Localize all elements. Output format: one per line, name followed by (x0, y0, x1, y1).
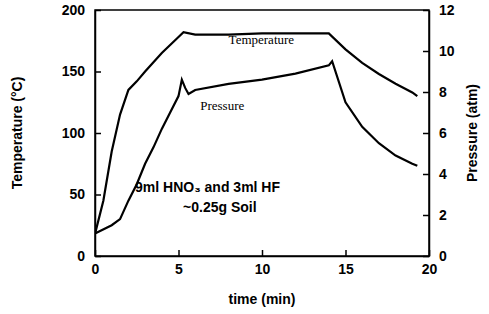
tick-mark (262, 250, 264, 256)
tick: 4 (423, 166, 447, 182)
tick: 100 (62, 125, 101, 141)
series-label: Temperature (229, 32, 295, 47)
tick-label: 8 (439, 84, 447, 100)
tick: 200 (62, 2, 101, 18)
tick-label: 5 (175, 261, 183, 277)
tick-mark (423, 51, 429, 53)
tick: 6 (423, 125, 447, 141)
tick-label: 12 (439, 2, 455, 18)
tick-mark (423, 10, 429, 12)
series-label: Pressure (200, 98, 244, 113)
series-line (95, 61, 417, 233)
tick-mark (95, 133, 101, 135)
tick-mark (178, 250, 180, 256)
annotation: ~0.25g Soil (183, 199, 257, 215)
tick-label: 100 (62, 125, 86, 141)
series-line (95, 32, 417, 234)
y2-axis: 0 2 4 6 8 10 12 (423, 2, 455, 264)
tick: 5 (175, 250, 183, 277)
tick-mark (95, 71, 101, 73)
tick-label: 150 (62, 63, 86, 79)
y-axis: 0 50 100 150 200 (62, 2, 101, 264)
x-axis: 0 5 10 15 20 (92, 250, 438, 277)
tick: 150 (62, 63, 101, 79)
tick: 10 (255, 250, 271, 277)
tick: 2 (423, 207, 447, 223)
tick-mark (345, 250, 347, 256)
tick: 12 (423, 2, 455, 18)
tick-mark (95, 194, 101, 196)
tick-label: 2 (439, 207, 447, 223)
tick-mark (423, 92, 429, 94)
plot: 05101520050100150200024681012Temperature… (62, 2, 455, 277)
chart: 05101520050100150200024681012Temperature… (0, 0, 489, 314)
tick-label: 50 (69, 186, 85, 202)
y2-axis-title: Pressure (atm) (464, 84, 480, 182)
annotation: 9ml HNO₃ and 3ml HF (135, 179, 280, 195)
tick: 15 (338, 250, 354, 277)
tick-label: 0 (92, 261, 100, 277)
tick-mark (423, 174, 429, 176)
tick-label: 20 (422, 261, 438, 277)
tick-mark (95, 10, 101, 12)
tick: 8 (423, 84, 447, 100)
tick-label: 15 (338, 261, 354, 277)
tick: 0 (77, 248, 101, 264)
tick: 10 (423, 43, 455, 59)
tick: 50 (69, 186, 101, 202)
tick-mark (95, 256, 101, 258)
tick-mark (423, 133, 429, 135)
tick: 0 (423, 248, 447, 264)
tick-label: 0 (439, 248, 447, 264)
y-axis-title: Temperature (°C) (9, 77, 25, 190)
tick-label: 0 (77, 248, 85, 264)
x-axis-title: time (min) (229, 291, 296, 307)
tick-label: 200 (62, 2, 86, 18)
tick-label: 6 (439, 125, 447, 141)
plot-frame (95, 10, 429, 256)
tick-mark (423, 215, 429, 217)
tick-label: 10 (439, 43, 455, 59)
tick-label: 10 (255, 261, 271, 277)
tick-label: 4 (439, 166, 447, 182)
tick-mark (423, 256, 429, 258)
lines (95, 32, 417, 234)
